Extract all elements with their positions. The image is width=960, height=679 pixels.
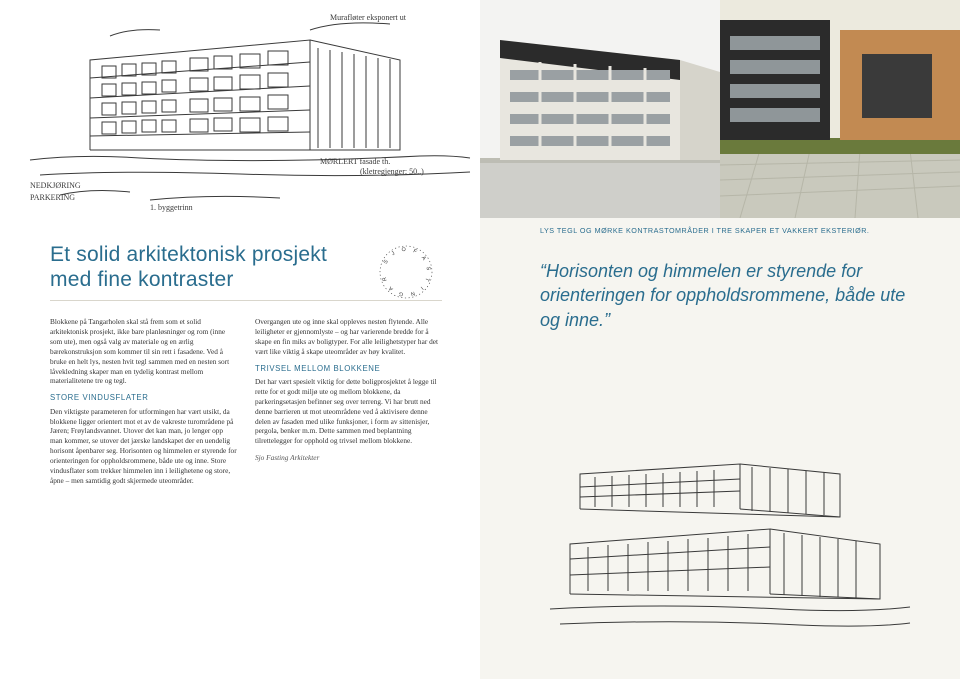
svg-text:NEDKJØRING: NEDKJØRING	[30, 181, 81, 190]
hero-sketch-left: NEDKJØRING PARKERING 1. byggetrinn Muraf…	[0, 0, 480, 220]
col2-p2: Det har vært spesielt viktig for dette b…	[255, 377, 442, 446]
column-1: Blokkene på Tangarholen skal stå frem so…	[50, 317, 237, 492]
headline-line-2: med fine kontraster	[50, 268, 234, 291]
svg-text:(kletregjenger: 50..): (kletregjenger: 50..)	[360, 167, 424, 176]
page-right: LYS TEGL OG MØRKE KONTRASTOMRÅDER I TRE …	[480, 0, 960, 679]
hero-renders	[480, 0, 960, 218]
svg-text:S J O F A S T I N G A R K I: S J O F A S T I N G A R K I T E K T E R …	[376, 242, 431, 297]
building-sketch: NEDKJØRING PARKERING 1. byggetrinn Muraf…	[0, 0, 480, 220]
svg-text:MØRLERT fasade th.: MØRLERT fasade th.	[320, 157, 390, 166]
headline-line-1: Et solid arkitektonisk prosjekt	[50, 243, 327, 266]
page-left: NEDKJØRING PARKERING 1. byggetrinn Muraf…	[0, 0, 480, 679]
hero-caption: LYS TEGL OG MØRKE KONTRASTOMRÅDER I TRE …	[480, 218, 960, 235]
architect-stamp: S J O F A S T I N G A R K I T E K T E R …	[376, 242, 436, 302]
col2-subhead: TRIVSEL MELLOM BLOKKENE	[255, 364, 442, 375]
col2-signoff: Sjo Fasting Arkitekter	[255, 453, 442, 463]
col1-p2: Den viktigste parameteren for utforminge…	[50, 407, 237, 486]
svg-text:PARKERING: PARKERING	[30, 193, 75, 202]
pullquote-wrap: Horisonten og himmelen er styrende for o…	[480, 235, 960, 332]
render-right	[720, 0, 960, 218]
col1-subhead: STORE VINDUSFLATER	[50, 393, 237, 404]
sketch-right	[540, 449, 920, 649]
body-columns: Blokkene på Tangarholen skal stå frem so…	[50, 317, 442, 492]
svg-text:1. byggetrinn: 1. byggetrinn	[150, 203, 193, 212]
col2-p1: Overgangen ute og inne skal oppleves nes…	[255, 317, 442, 356]
pullquote: Horisonten og himmelen er styrende for o…	[540, 259, 918, 332]
column-2: Overgangen ute og inne skal oppleves nes…	[255, 317, 442, 492]
svg-text:Murafløter eksponert ut: Murafløter eksponert ut	[330, 13, 407, 22]
col1-p1: Blokkene på Tangarholen skal stå frem so…	[50, 317, 237, 386]
render-left	[480, 0, 720, 218]
